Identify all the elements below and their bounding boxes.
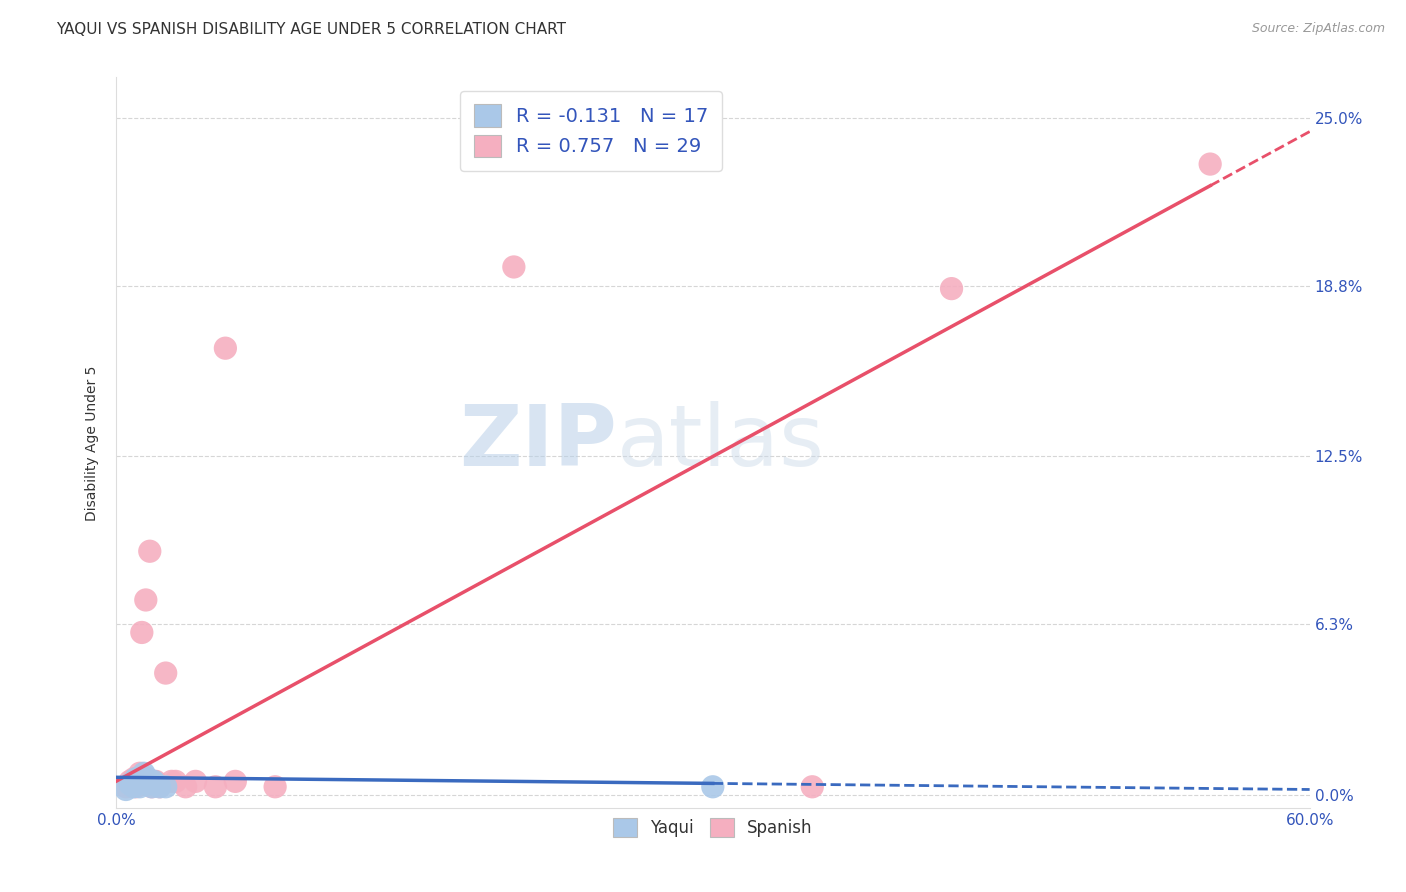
- Point: [145, 777, 167, 791]
- Point: [141, 780, 163, 794]
- Point: [132, 777, 155, 791]
- Point: [160, 774, 183, 789]
- Point: [184, 774, 207, 789]
- Text: atlas: atlas: [617, 401, 825, 484]
- Point: [131, 774, 153, 789]
- Point: [702, 780, 724, 794]
- Point: [142, 774, 165, 789]
- Point: [214, 341, 236, 355]
- Point: [135, 593, 157, 607]
- Point: [145, 774, 167, 789]
- Point: [941, 282, 963, 296]
- Text: ZIP: ZIP: [460, 401, 617, 484]
- Legend: Yaqui, Spanish: Yaqui, Spanish: [606, 812, 820, 844]
- Point: [165, 774, 187, 789]
- Point: [131, 625, 153, 640]
- Point: [502, 260, 524, 274]
- Point: [141, 780, 163, 794]
- Y-axis label: Disability Age Under 5: Disability Age Under 5: [86, 365, 100, 521]
- Point: [115, 782, 138, 797]
- Point: [801, 780, 824, 794]
- Point: [128, 780, 150, 794]
- Point: [136, 774, 159, 789]
- Point: [115, 780, 138, 794]
- Point: [204, 780, 226, 794]
- Point: [118, 774, 141, 789]
- Point: [125, 774, 148, 789]
- Text: Source: ZipAtlas.com: Source: ZipAtlas.com: [1251, 22, 1385, 36]
- Point: [132, 766, 155, 780]
- Point: [264, 780, 287, 794]
- Point: [122, 772, 145, 786]
- Point: [155, 666, 177, 681]
- Point: [174, 780, 197, 794]
- Point: [135, 777, 157, 791]
- Point: [155, 780, 177, 794]
- Point: [1199, 157, 1222, 171]
- Point: [224, 774, 246, 789]
- Point: [149, 780, 172, 794]
- Point: [139, 777, 162, 791]
- Point: [139, 544, 162, 558]
- Point: [125, 772, 148, 786]
- Point: [122, 780, 145, 794]
- Point: [121, 777, 143, 791]
- Point: [136, 772, 159, 786]
- Point: [128, 766, 150, 780]
- Point: [125, 780, 148, 794]
- Text: YAQUI VS SPANISH DISABILITY AGE UNDER 5 CORRELATION CHART: YAQUI VS SPANISH DISABILITY AGE UNDER 5 …: [56, 22, 567, 37]
- Point: [118, 777, 141, 791]
- Point: [149, 780, 172, 794]
- Point: [142, 774, 165, 789]
- Point: [127, 774, 149, 789]
